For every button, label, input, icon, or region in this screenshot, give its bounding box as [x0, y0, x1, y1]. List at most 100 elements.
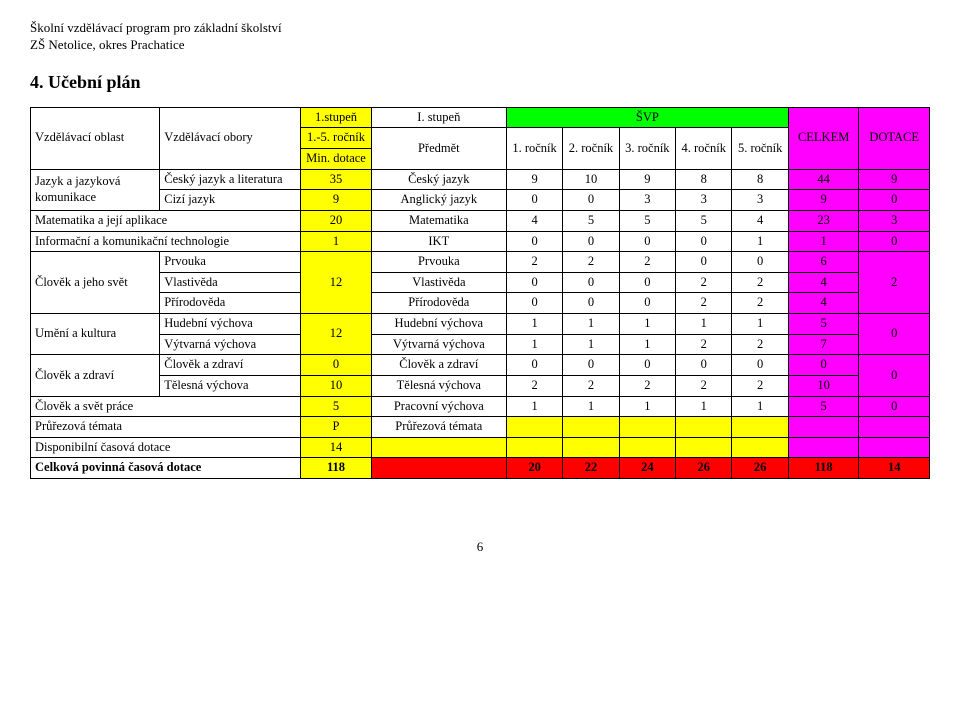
- doc-header: Školní vzdělávací program pro základní š…: [30, 20, 930, 54]
- cell: 0: [859, 314, 930, 355]
- cell: [788, 417, 859, 438]
- cell: [506, 417, 562, 438]
- col-stageI: I. stupeň: [371, 107, 506, 128]
- cell: 0: [619, 272, 675, 293]
- cell: 0: [732, 252, 788, 273]
- cell: 0: [676, 355, 732, 376]
- cell: 5: [563, 210, 619, 231]
- cell: 26: [732, 458, 788, 479]
- subject-clovekz: Člověk a zdraví: [371, 355, 506, 376]
- cell: 1: [788, 231, 859, 252]
- cell: [788, 437, 859, 458]
- col-g3: 3. ročník: [619, 128, 675, 169]
- col-g4: 4. ročník: [676, 128, 732, 169]
- cell: 14: [859, 458, 930, 479]
- cell: 3: [732, 190, 788, 211]
- row-ikt: Informační a komunikační technologie 1 I…: [31, 231, 930, 252]
- cell: 1: [506, 334, 562, 355]
- cell: 9: [506, 169, 562, 190]
- cell: 2: [563, 252, 619, 273]
- area-prurez: Průřezová témata: [31, 417, 301, 438]
- cell: 2: [676, 334, 732, 355]
- min-prurez: P: [301, 417, 372, 438]
- cell: 10: [563, 169, 619, 190]
- col-predmet: Předmět: [371, 128, 506, 169]
- cell: 0: [788, 355, 859, 376]
- col-svp: ŠVP: [506, 107, 788, 128]
- cell: 1: [563, 314, 619, 335]
- field-cesky: Český jazyk a literatura: [160, 169, 301, 190]
- row-telesna: Tělesná výchova 10 Tělesná výchova 2 2 2…: [31, 375, 930, 396]
- area-clovek-svet: Člověk a jeho svět: [31, 252, 160, 314]
- cell: 1: [732, 314, 788, 335]
- area-matematika: Matematika a její aplikace: [31, 210, 301, 231]
- row-vlastiveda: Vlastivěda Vlastivěda 0 0 0 2 2 4: [31, 272, 930, 293]
- row-clovekz: Člověk a zdraví Člověk a zdraví 0 Člověk…: [31, 355, 930, 376]
- cell: 8: [676, 169, 732, 190]
- cell: 0: [563, 293, 619, 314]
- cell: [676, 437, 732, 458]
- cell: 118: [788, 458, 859, 479]
- cell: 0: [676, 252, 732, 273]
- min-disp: 14: [301, 437, 372, 458]
- cell: 3: [676, 190, 732, 211]
- cell: 9: [619, 169, 675, 190]
- cell: [732, 437, 788, 458]
- area-total: Celková povinná časová dotace: [31, 458, 301, 479]
- col-celkem: CELKEM: [788, 107, 859, 169]
- area-clovek-zdravi: Člověk a zdraví: [31, 355, 160, 396]
- row-total: Celková povinná časová dotace 118 20 22 …: [31, 458, 930, 479]
- cell: 3: [859, 210, 930, 231]
- row-pracovni: Člověk a svět práce 5 Pracovní výchova 1…: [31, 396, 930, 417]
- cell: 2: [732, 375, 788, 396]
- cell: 0: [506, 293, 562, 314]
- page-number: 6: [30, 539, 930, 555]
- cell: 0: [563, 231, 619, 252]
- curriculum-table: Vzdělávací oblast Vzdělávací obory 1.stu…: [30, 107, 930, 479]
- cell: [732, 417, 788, 438]
- cell: 0: [619, 231, 675, 252]
- cell: 2: [732, 293, 788, 314]
- field-clovek-zdravi: Člověk a zdraví: [160, 355, 301, 376]
- cell: 1: [506, 314, 562, 335]
- cell: 4: [788, 272, 859, 293]
- col-g2: 2. ročník: [563, 128, 619, 169]
- field-cizi: Cizí jazyk: [160, 190, 301, 211]
- cell: 4: [788, 293, 859, 314]
- min-total: 118: [301, 458, 372, 479]
- area-umeni: Umění a kultura: [31, 314, 160, 355]
- col-stage1: 1.stupeň: [301, 107, 372, 128]
- area-clovek-prace: Člověk a svět práce: [31, 396, 301, 417]
- cell: 0: [506, 355, 562, 376]
- col-g1: 1. ročník: [506, 128, 562, 169]
- min-clovekz: 0: [301, 355, 372, 376]
- cell: 1: [732, 396, 788, 417]
- row-vytvarna: Výtvarná výchova Výtvarná výchova 1 1 1 …: [31, 334, 930, 355]
- cell: [619, 437, 675, 458]
- cell: 6: [788, 252, 859, 273]
- cell: 10: [788, 375, 859, 396]
- cell: 7: [788, 334, 859, 355]
- cell: [371, 458, 506, 479]
- cell: 1: [563, 334, 619, 355]
- cell: 5: [788, 314, 859, 335]
- area-disp: Disponibilní časová dotace: [31, 437, 301, 458]
- cell: 9: [859, 169, 930, 190]
- area-ikt: Informační a komunikační technologie: [31, 231, 301, 252]
- cell: 2: [732, 272, 788, 293]
- cell: 2: [732, 334, 788, 355]
- field-prirodoveda: Přírodověda: [160, 293, 301, 314]
- cell: 0: [859, 190, 930, 211]
- row-disp: Disponibilní časová dotace 14: [31, 437, 930, 458]
- cell: 5: [676, 210, 732, 231]
- subject-prurez: Průřezová témata: [371, 417, 506, 438]
- cell: 2: [676, 293, 732, 314]
- cell: 24: [619, 458, 675, 479]
- cell: [506, 437, 562, 458]
- min-clovek-svet: 12: [301, 252, 372, 314]
- min-ikt: 1: [301, 231, 372, 252]
- row-anglicky: Cizí jazyk 9 Anglický jazyk 0 0 3 3 3 9 …: [31, 190, 930, 211]
- min-anglicky: 9: [301, 190, 372, 211]
- header-row-1: Vzdělávací oblast Vzdělávací obory 1.stu…: [31, 107, 930, 128]
- cell: 1: [619, 334, 675, 355]
